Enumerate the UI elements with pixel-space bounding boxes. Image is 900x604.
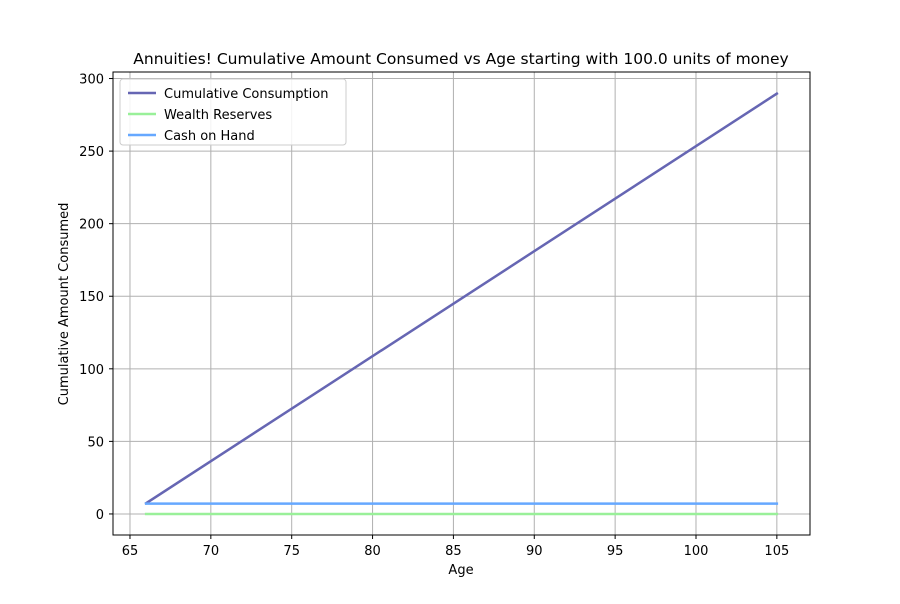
legend-box	[119, 78, 347, 146]
x-tick-label: 80	[364, 544, 381, 559]
x-tick-label: 65	[122, 544, 139, 559]
x-tick-label: 90	[526, 544, 543, 559]
chart-title: Annuities! Cumulative Amount Consumed vs…	[133, 50, 788, 68]
y-tick-label: 250	[79, 145, 104, 160]
legend-label: Cash on Hand	[164, 129, 255, 144]
plot-frame	[112, 71, 811, 536]
x-tick-label: 75	[283, 544, 300, 559]
y-axis-label: Cumulative Amount Consumed	[57, 203, 72, 406]
legend-label: Wealth Reserves	[164, 108, 272, 123]
y-tick-label: 300	[79, 73, 104, 88]
x-tick-label: 100	[684, 544, 709, 559]
y-tick-label: 100	[79, 363, 104, 378]
x-tick-label: 85	[445, 544, 462, 559]
y-tick-label: 50	[87, 435, 104, 450]
axes: 65 70 75 80 85 90 95 100 105 0 50 100 150 200 250 300	[79, 71, 811, 559]
y-tick-label: 0	[96, 508, 104, 523]
legend-label: Cumulative Consumption	[164, 87, 328, 102]
x-tick-label: 95	[607, 544, 624, 559]
y-tick-label: 150	[79, 290, 104, 305]
series-lines	[144, 91, 779, 516]
series-line-cumulative-consumption	[144, 91, 779, 505]
legend: Cumulative Consumption Wealth Reserves Cas…	[119, 78, 347, 146]
x-tick-label: 70	[203, 544, 220, 559]
y-tick-label: 200	[79, 218, 104, 233]
x-tick-label: 105	[764, 544, 789, 559]
x-axis-label: Age	[448, 563, 473, 578]
